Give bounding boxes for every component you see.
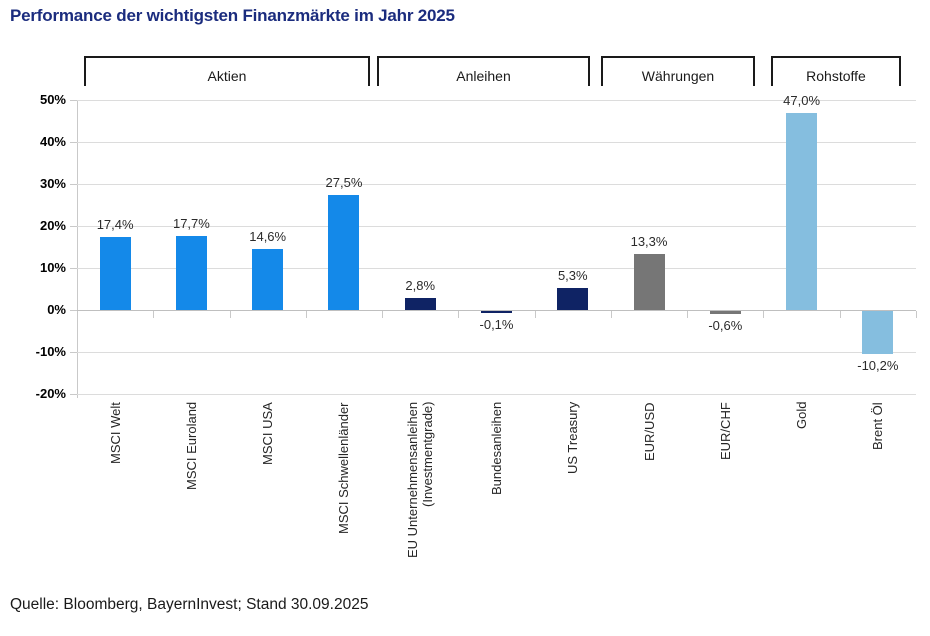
x-axis-category-label-text: MSCI Welt (107, 402, 123, 464)
group-label-waehrungen: Währungen (641, 68, 715, 84)
source-note: Quelle: Bloomberg, BayernInvest; Stand 3… (10, 596, 369, 613)
y-axis-tick (70, 352, 77, 353)
x-axis-tick (763, 311, 765, 318)
bar-value-label: 17,4% (96, 216, 134, 232)
x-axis-tick (77, 311, 78, 318)
group-bracket-anleihen: Anleihen (377, 56, 590, 86)
x-axis-tick (610, 311, 612, 318)
y-axis-tick-label: 0% (47, 302, 66, 317)
gridline (77, 184, 916, 185)
bar-value-label: 47,0% (783, 92, 821, 108)
y-axis-tick (70, 310, 77, 311)
x-axis-tick (305, 311, 307, 318)
bar-value-label: 27,5% (325, 174, 363, 190)
bar-value-label: -10,2% (857, 357, 899, 373)
group-bracket-aktien: Aktien (84, 56, 370, 86)
y-axis-line (77, 100, 78, 398)
bar (862, 311, 894, 354)
group-label-aktien: Aktien (207, 68, 247, 84)
x-axis-category-label-text: MSCI Euroland (183, 402, 199, 491)
y-axis-tick-label: 10% (39, 260, 66, 275)
gridline (77, 100, 916, 101)
y-axis-tick-label: -20% (35, 386, 66, 401)
x-axis-tick (458, 311, 460, 318)
y-axis-tick (70, 184, 77, 185)
group-label-anleihen: Anleihen (456, 68, 511, 84)
gridline (77, 226, 916, 227)
x-axis-category-label-text: EU Unternehmensanleihen (Investmentgrade… (405, 402, 436, 559)
y-axis-tick (70, 226, 77, 227)
bar-value-label: 17,7% (172, 215, 210, 231)
gridline (77, 352, 916, 353)
bar (786, 112, 818, 310)
bar (633, 254, 665, 310)
y-axis-tick-label: 30% (39, 176, 66, 191)
bar-value-label: 14,6% (249, 228, 287, 244)
y-axis-tick (70, 394, 77, 395)
x-axis-tick (687, 311, 689, 318)
bar (328, 194, 360, 310)
bar (99, 236, 131, 310)
y-axis-tick (70, 100, 77, 101)
bar (709, 311, 741, 314)
y-axis-tick (70, 268, 77, 269)
x-axis-tick (916, 311, 917, 318)
bar (404, 298, 436, 310)
gridline (77, 142, 916, 143)
x-axis-category-label-text: MSCI USA (260, 402, 276, 465)
bar (481, 311, 512, 313)
gridline (77, 310, 916, 311)
x-axis-category-label-text: EUR/CHF (717, 402, 733, 460)
y-axis-tick (70, 142, 77, 143)
bar-value-label: 5,3% (557, 267, 588, 283)
bar (175, 235, 207, 310)
y-axis-tick-label: -10% (35, 344, 66, 359)
bar-value-label: 13,3% (630, 234, 668, 250)
x-axis-tick (839, 311, 841, 318)
bar-value-label: -0,6% (708, 317, 743, 333)
group-label-rohstoffe: Rohstoffe (806, 68, 866, 84)
group-bracket-waehrungen: Währungen (601, 56, 755, 86)
bar (252, 248, 284, 310)
x-axis-category-label-text: Brent Öl (870, 402, 886, 450)
y-axis-tick-label: 50% (39, 92, 66, 107)
x-axis-tick (153, 311, 155, 318)
bar-value-label: -0,1% (479, 316, 514, 332)
x-axis-tick (534, 311, 536, 318)
x-axis-category-label-text: US Treasury (565, 402, 581, 475)
x-axis-tick (382, 311, 384, 318)
bar-value-label: 2,8% (405, 278, 436, 294)
gridline (77, 268, 916, 269)
x-axis-tick (229, 311, 231, 318)
chart-title: Performance der wichtigsten Finanzmärkte… (10, 6, 455, 25)
x-axis-category-label-text: Gold (794, 402, 810, 430)
bar (557, 287, 589, 310)
group-bracket-rohstoffe: Rohstoffe (771, 56, 901, 86)
gridline (77, 394, 916, 395)
x-axis-category-label-text: MSCI Schwellenländer (336, 402, 352, 534)
x-axis-category-label-text: EUR/USD (641, 402, 657, 461)
x-axis-category-label-text: Bundesanleihen (489, 402, 504, 496)
y-axis-tick-label: 40% (39, 134, 66, 149)
y-axis-tick-label: 20% (39, 218, 66, 233)
